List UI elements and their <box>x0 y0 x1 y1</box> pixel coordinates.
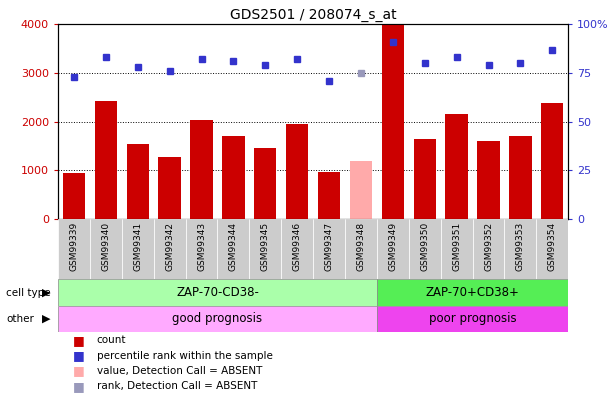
Text: GSM99351: GSM99351 <box>452 222 461 271</box>
Text: GSM99345: GSM99345 <box>261 222 270 271</box>
Text: ▶: ▶ <box>42 288 51 298</box>
Bar <box>63 173 85 219</box>
Bar <box>541 102 563 219</box>
Bar <box>95 101 117 219</box>
Bar <box>281 219 313 279</box>
Bar <box>58 219 90 279</box>
Bar <box>218 219 249 279</box>
Text: GSM99354: GSM99354 <box>548 222 557 271</box>
Bar <box>90 219 122 279</box>
Text: GSM99347: GSM99347 <box>324 222 334 271</box>
Text: cell type: cell type <box>6 288 51 298</box>
Bar <box>477 141 500 219</box>
Bar <box>154 219 186 279</box>
Title: GDS2501 / 208074_s_at: GDS2501 / 208074_s_at <box>230 8 397 22</box>
Bar <box>382 25 404 219</box>
Text: poor prognosis: poor prognosis <box>429 312 516 326</box>
Bar <box>472 219 505 279</box>
Bar <box>345 219 377 279</box>
Text: ZAP-70+CD38+: ZAP-70+CD38+ <box>426 286 519 299</box>
Text: GSM99340: GSM99340 <box>101 222 111 271</box>
Bar <box>158 158 181 219</box>
Text: GSM99348: GSM99348 <box>356 222 365 271</box>
Text: good prognosis: good prognosis <box>172 312 263 326</box>
Text: value, Detection Call = ABSENT: value, Detection Call = ABSENT <box>97 366 262 376</box>
Bar <box>377 219 409 279</box>
Text: count: count <box>97 335 126 345</box>
Bar <box>441 219 472 279</box>
Bar <box>318 172 340 219</box>
Bar <box>509 136 532 219</box>
Bar <box>409 219 441 279</box>
Text: GSM99352: GSM99352 <box>484 222 493 271</box>
Text: GSM99349: GSM99349 <box>389 222 397 271</box>
Bar <box>254 148 276 219</box>
Bar <box>350 161 372 219</box>
Text: GSM99350: GSM99350 <box>420 222 430 271</box>
Text: ■: ■ <box>73 364 85 377</box>
Text: GSM99339: GSM99339 <box>70 222 78 271</box>
Text: GSM99341: GSM99341 <box>133 222 142 271</box>
Bar <box>58 279 377 306</box>
Text: ■: ■ <box>73 380 85 393</box>
Bar <box>58 306 377 332</box>
Bar <box>191 120 213 219</box>
Bar <box>505 219 536 279</box>
Text: GSM99353: GSM99353 <box>516 222 525 271</box>
Text: GSM99342: GSM99342 <box>165 222 174 271</box>
Text: percentile rank within the sample: percentile rank within the sample <box>97 351 273 360</box>
Text: ▶: ▶ <box>42 314 51 324</box>
Bar <box>414 139 436 219</box>
Bar <box>445 114 468 219</box>
Bar <box>286 124 309 219</box>
Text: ■: ■ <box>73 349 85 362</box>
Text: GSM99343: GSM99343 <box>197 222 206 271</box>
Text: GSM99344: GSM99344 <box>229 222 238 271</box>
Bar <box>313 219 345 279</box>
Text: ■: ■ <box>73 334 85 347</box>
Text: rank, Detection Call = ABSENT: rank, Detection Call = ABSENT <box>97 382 257 391</box>
Bar <box>222 136 244 219</box>
Bar <box>377 279 568 306</box>
Text: other: other <box>6 314 34 324</box>
Text: GSM99346: GSM99346 <box>293 222 302 271</box>
Bar <box>186 219 218 279</box>
Bar <box>249 219 281 279</box>
Bar <box>122 219 154 279</box>
Text: ZAP-70-CD38-: ZAP-70-CD38- <box>176 286 259 299</box>
Bar <box>126 144 149 219</box>
Bar <box>377 306 568 332</box>
Bar <box>536 219 568 279</box>
